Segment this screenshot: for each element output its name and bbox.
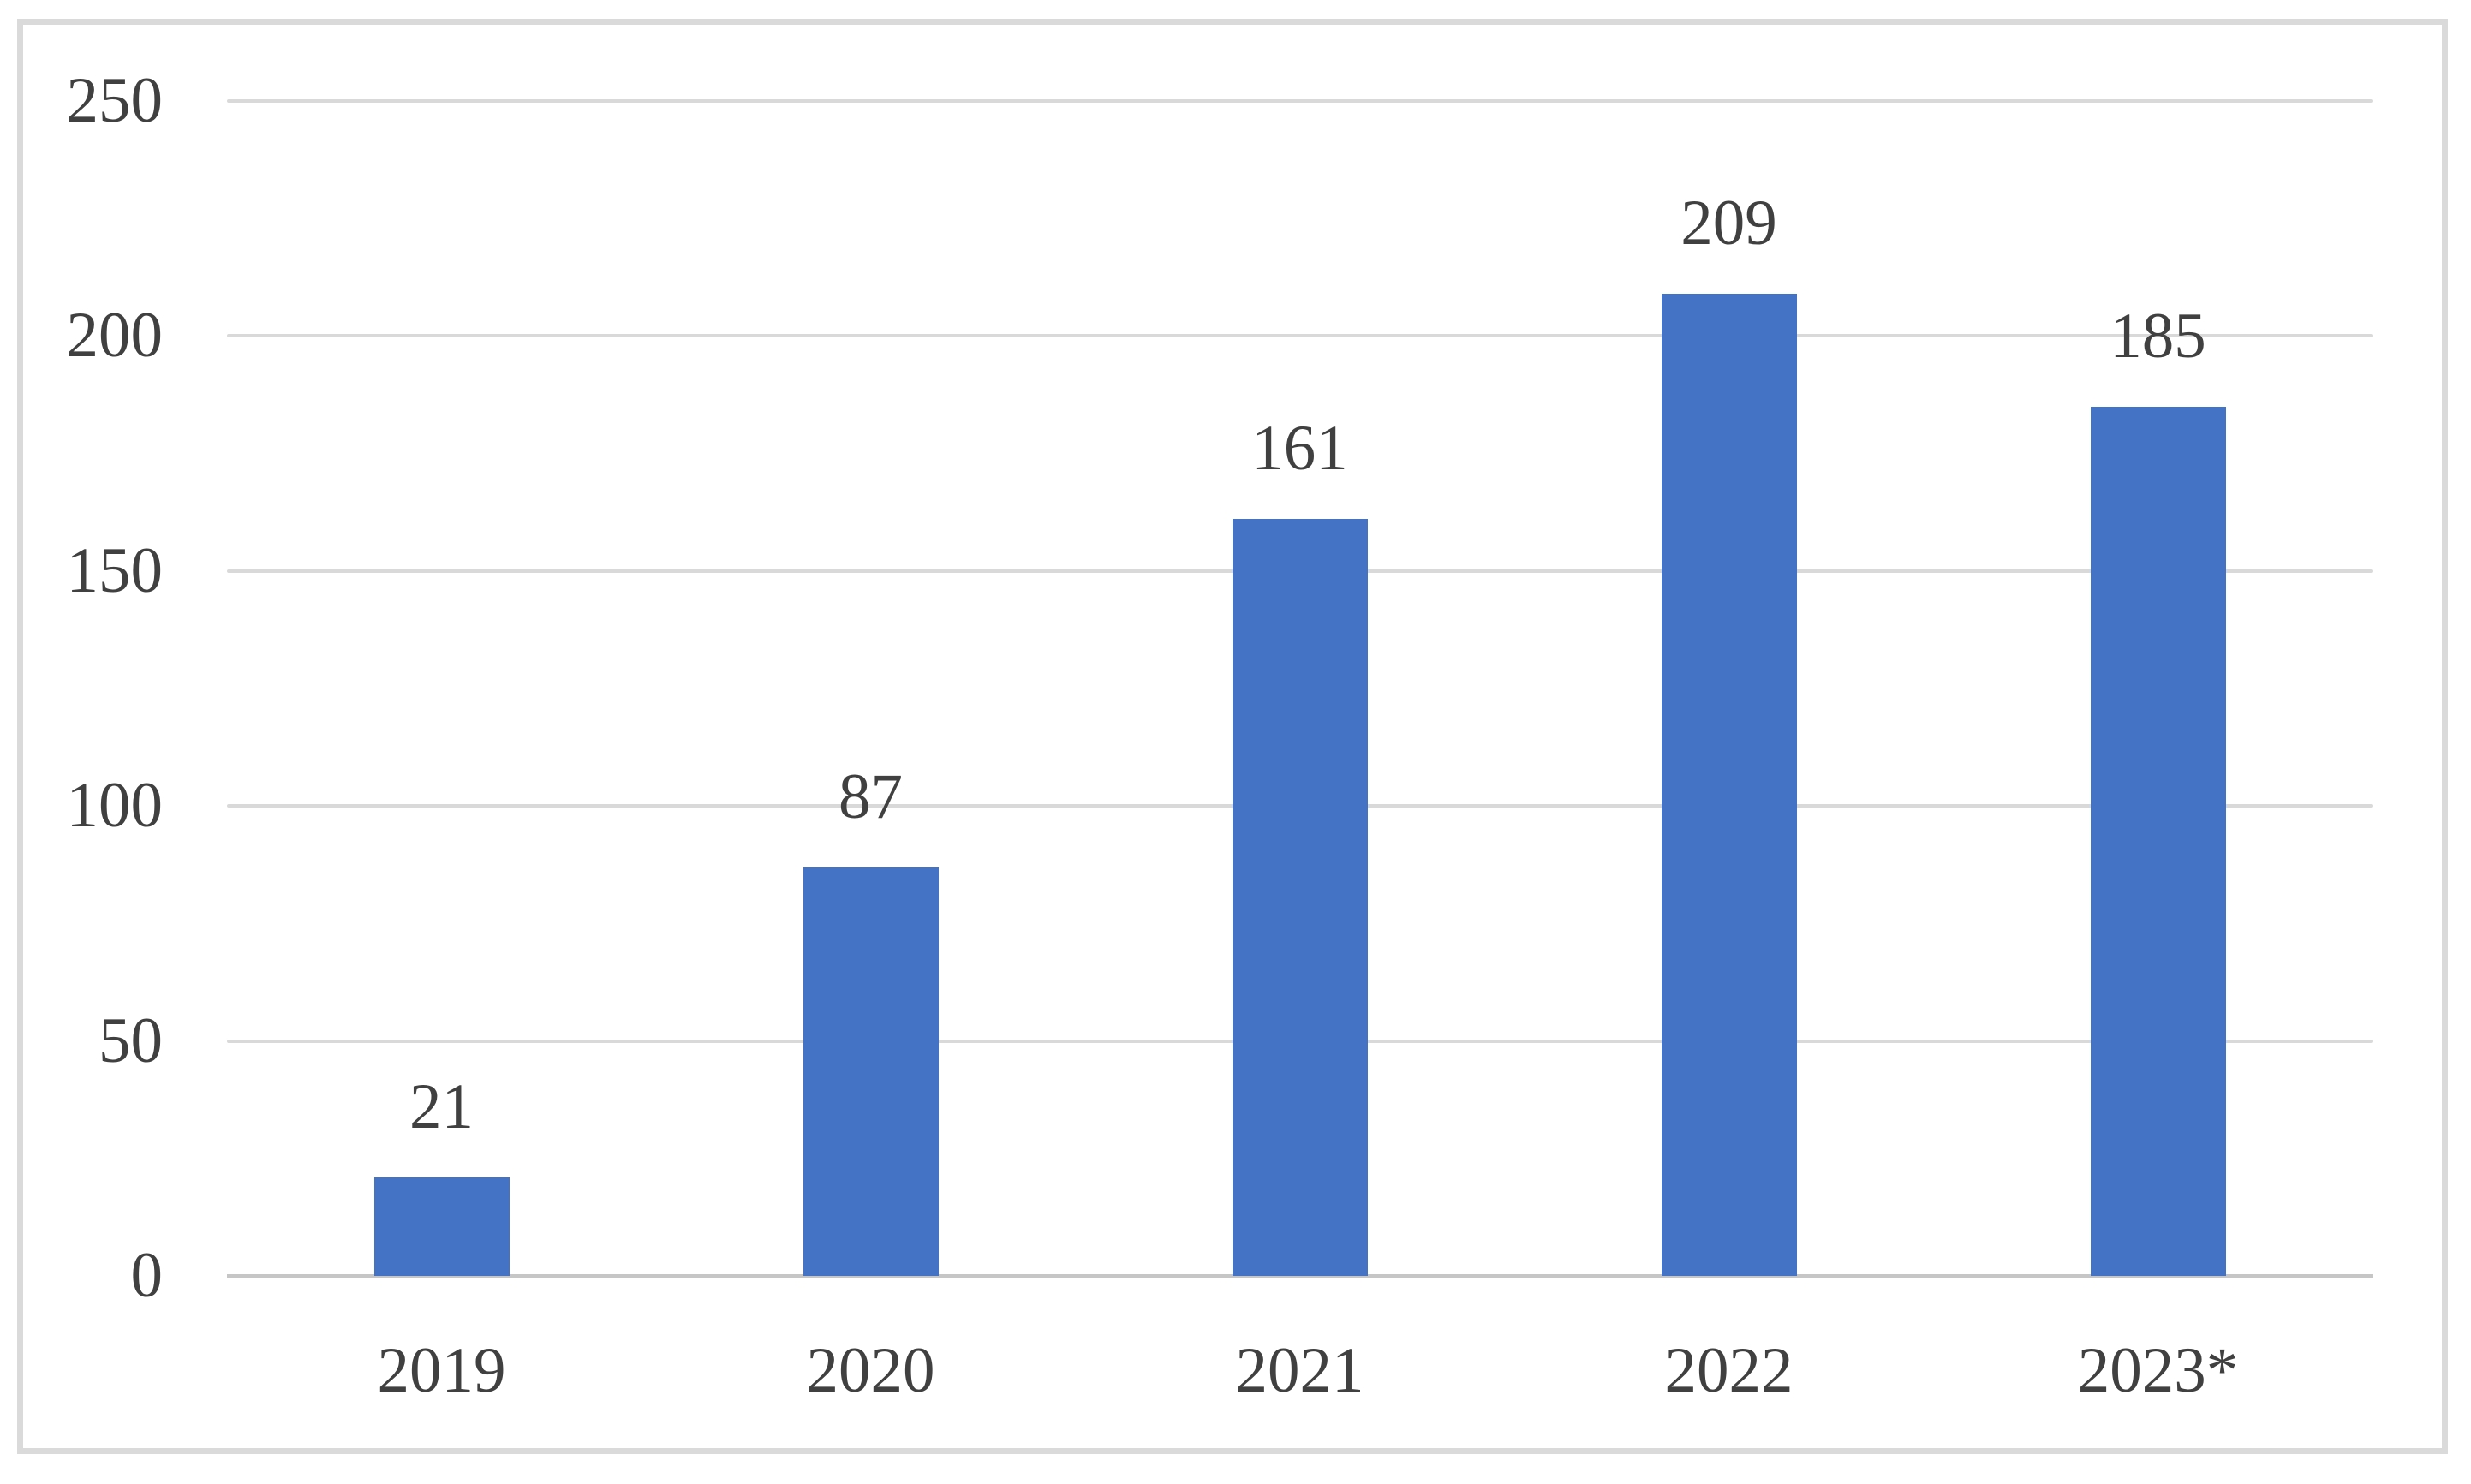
chart-border-frame xyxy=(17,19,2448,1454)
